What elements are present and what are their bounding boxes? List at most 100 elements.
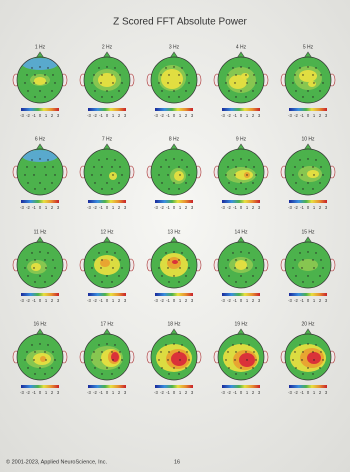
scale-label: -1 [32,205,36,210]
electrode [173,158,175,160]
color-bar [222,108,260,111]
head-outline [83,241,131,289]
map-label: 14 Hz [234,229,248,235]
map-label: 11 Hz [34,229,47,235]
electrode [27,275,29,277]
electrode [255,174,257,176]
electrode [188,174,190,176]
activity-blob [161,69,183,89]
electrode [181,252,183,254]
nose [236,143,246,151]
scale-label: 0 [106,113,109,118]
head-outline [150,148,198,196]
electrode [39,182,41,184]
activity-blob [241,73,249,79]
activity [294,66,322,90]
scale-label: -2 [227,205,231,210]
scale-label: -1 [32,298,36,303]
scale-label: 1 [45,205,48,210]
electrode [45,82,47,84]
topo-map: 15 Hz -3 -2 -1 0 1 2 3 [280,229,336,303]
scale-label: -3 [87,113,91,118]
color-bar [155,108,193,111]
scale-label: 3 [191,390,194,395]
activity [91,346,123,370]
electrode [39,251,41,253]
electrode [54,359,56,361]
electrode [178,166,180,168]
electrode [160,166,162,168]
electrode [160,74,162,76]
electrode [252,367,254,369]
topo-map: 17 Hz -3 -2 -1 0 1 2 3 [79,321,135,395]
electrode [167,174,169,176]
scale-label: 1 [179,113,182,118]
electrode [111,281,113,283]
head-outline [83,148,131,196]
color-bar [88,385,126,388]
electrode [248,67,250,69]
electrode [245,351,247,353]
color-bar [88,293,126,296]
color-bar [222,200,260,203]
scale-label: 1 [112,390,115,395]
electrode [235,166,237,168]
activity [223,344,259,372]
electrode [307,367,309,369]
electrode [33,267,35,269]
electrode [44,281,46,283]
scale-label: -1 [99,113,103,118]
electrode [158,174,160,176]
topo-map: 16 Hz -3 -2 -1 0 1 2 3 [12,321,68,395]
electrode [93,259,95,261]
map-label: 3 Hz [169,44,180,50]
electrode [245,166,247,168]
electrode [91,267,93,269]
scale-label: -1 [166,390,170,395]
scale-label: -2 [294,113,298,118]
map-label: 17 Hz [100,321,114,327]
electrode [26,74,28,76]
electrode [165,252,167,254]
electrode [315,344,317,346]
electrode [178,351,180,353]
electrode [44,74,46,76]
electrode [301,82,303,84]
electrode [101,74,103,76]
electrode [312,281,314,283]
electrode [33,359,35,361]
electrode [33,174,35,176]
electrode [24,82,26,84]
electrode [307,275,309,277]
scale-label: -2 [93,298,97,303]
electrode [248,159,250,161]
scale-label: 1 [313,205,316,210]
scale-label: -3 [221,205,225,210]
map-label: 12 Hz [100,229,114,235]
electrode [294,166,296,168]
electrode [302,74,304,76]
electrode [322,82,324,84]
activity [94,255,120,275]
color-bar [155,385,193,388]
scale-label: -2 [160,113,164,118]
electrode [294,259,296,261]
head-outline [284,148,332,196]
scale-label: 1 [45,113,48,118]
activity-blob [299,70,317,82]
scale-label: -3 [154,113,158,118]
topo-map: 20 Hz -3 -2 -1 0 1 2 3 [280,321,336,395]
scale-label: -2 [160,298,164,303]
electrode [315,67,317,69]
electrode [240,343,242,345]
scale-label: -3 [154,298,158,303]
electrode [302,281,304,283]
scale-label: -1 [300,205,304,210]
electrode [165,67,167,69]
scale-label: -2 [93,390,97,395]
activity [22,150,58,162]
scale-label: 1 [246,298,249,303]
activity-blob [308,81,316,87]
scale-label: -1 [300,390,304,395]
scale-label: 2 [51,390,54,395]
